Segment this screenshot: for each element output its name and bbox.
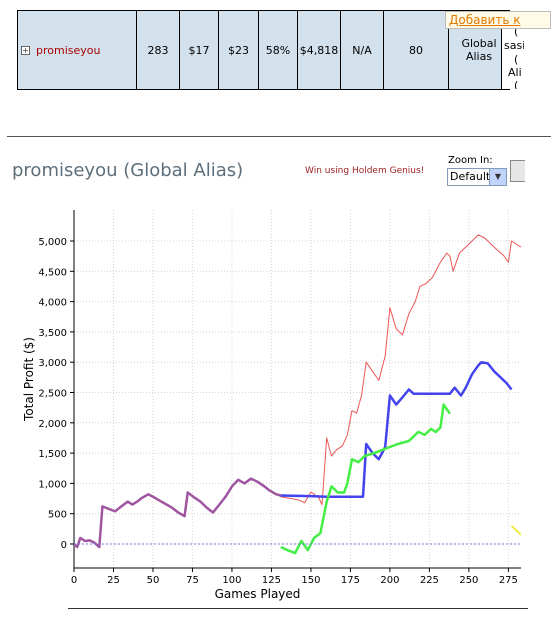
games-cell: 283 — [136, 10, 180, 90]
series-line-2 — [280, 360, 513, 498]
na-cell: N/A — [340, 10, 384, 90]
x-tick-label: 50 — [147, 575, 160, 586]
col8-cell: 80 — [383, 10, 449, 90]
y-tick-label: 4,000 — [38, 298, 67, 309]
x-tick-label: 25 — [107, 575, 120, 586]
series-line-4 — [74, 477, 282, 549]
y-tick-label: 500 — [48, 510, 67, 521]
x-tick-label: 275 — [499, 575, 518, 586]
player-name-link[interactable]: promiseyou — [36, 43, 101, 57]
y-tick-label: 5,000 — [38, 237, 67, 248]
plus-box-icon[interactable]: + — [21, 45, 30, 55]
total-profit-cell: $4,818 — [297, 10, 341, 90]
bottom-border — [68, 608, 528, 609]
x-tick-label: 75 — [186, 575, 199, 586]
x-tick-label: 225 — [420, 575, 439, 586]
x-tick-label: 100 — [222, 575, 241, 586]
chevron-down-icon[interactable]: ▼ — [489, 169, 506, 185]
zoom-go-button[interactable] — [510, 160, 525, 182]
x-tick-label: 0 — [71, 575, 77, 586]
x-tick-label: 125 — [262, 575, 281, 586]
x-tick-label: 175 — [341, 575, 360, 586]
chart-title: promiseyou (Global Alias) — [12, 160, 244, 181]
clip-text-1: ( — [514, 25, 519, 38]
x-tick-label: 150 — [301, 575, 320, 586]
series-line-5 — [510, 525, 521, 536]
y-axis-label: Total Profit ($) — [22, 337, 36, 422]
y-tick-label: 0 — [61, 540, 67, 551]
add-link[interactable]: Добавить к — [445, 11, 551, 29]
roi-cell: 58% — [258, 10, 298, 90]
y-tick-label: 2,500 — [38, 389, 67, 400]
profit-chart: 0 25 50 75 100 125 150 175 200 225 250 275 0 500 1,000… — [22, 210, 521, 601]
y-tick-label: 3,500 — [38, 328, 67, 339]
zoom-select-value: Default — [450, 170, 491, 183]
avg-profit-cell: $23 — [218, 10, 259, 90]
series-line-1 — [74, 234, 521, 548]
series-line-3 — [280, 403, 451, 555]
table-row: + promiseyou 283 $17 $23 58% $4,818 N/A 8… — [17, 10, 510, 90]
divider — [7, 136, 551, 137]
clip-text-2: sasi — [504, 39, 524, 52]
promo-link[interactable]: Win using Holdem Genius! — [305, 166, 425, 176]
player-stats-table: + promiseyou 283 $17 $23 58% $4,818 N/A 8… — [17, 10, 510, 90]
clip-text-3: ( — [514, 53, 519, 66]
x-axis-label: Games Played — [215, 587, 301, 601]
zoom-select[interactable]: Default ▼ — [447, 168, 507, 186]
clip-text-4: Ali — [508, 66, 522, 79]
y-tick-label: 3,000 — [38, 358, 67, 369]
avg-stake-cell: $17 — [179, 10, 219, 90]
x-tick-label: 200 — [380, 575, 399, 586]
clipped-cell: ( sasi ( Ali ( — [501, 11, 524, 89]
y-tick-label: 1,500 — [38, 449, 67, 460]
x-tick-label: 250 — [459, 575, 478, 586]
player-cell: + promiseyou — [17, 10, 137, 90]
y-tick-label: 2,000 — [38, 419, 67, 430]
y-tick-label: 1,000 — [38, 479, 67, 490]
zoom-label: Zoom In: — [448, 155, 493, 166]
clip-text-5: ( — [514, 79, 519, 89]
y-tick-label: 4,500 — [38, 267, 67, 278]
